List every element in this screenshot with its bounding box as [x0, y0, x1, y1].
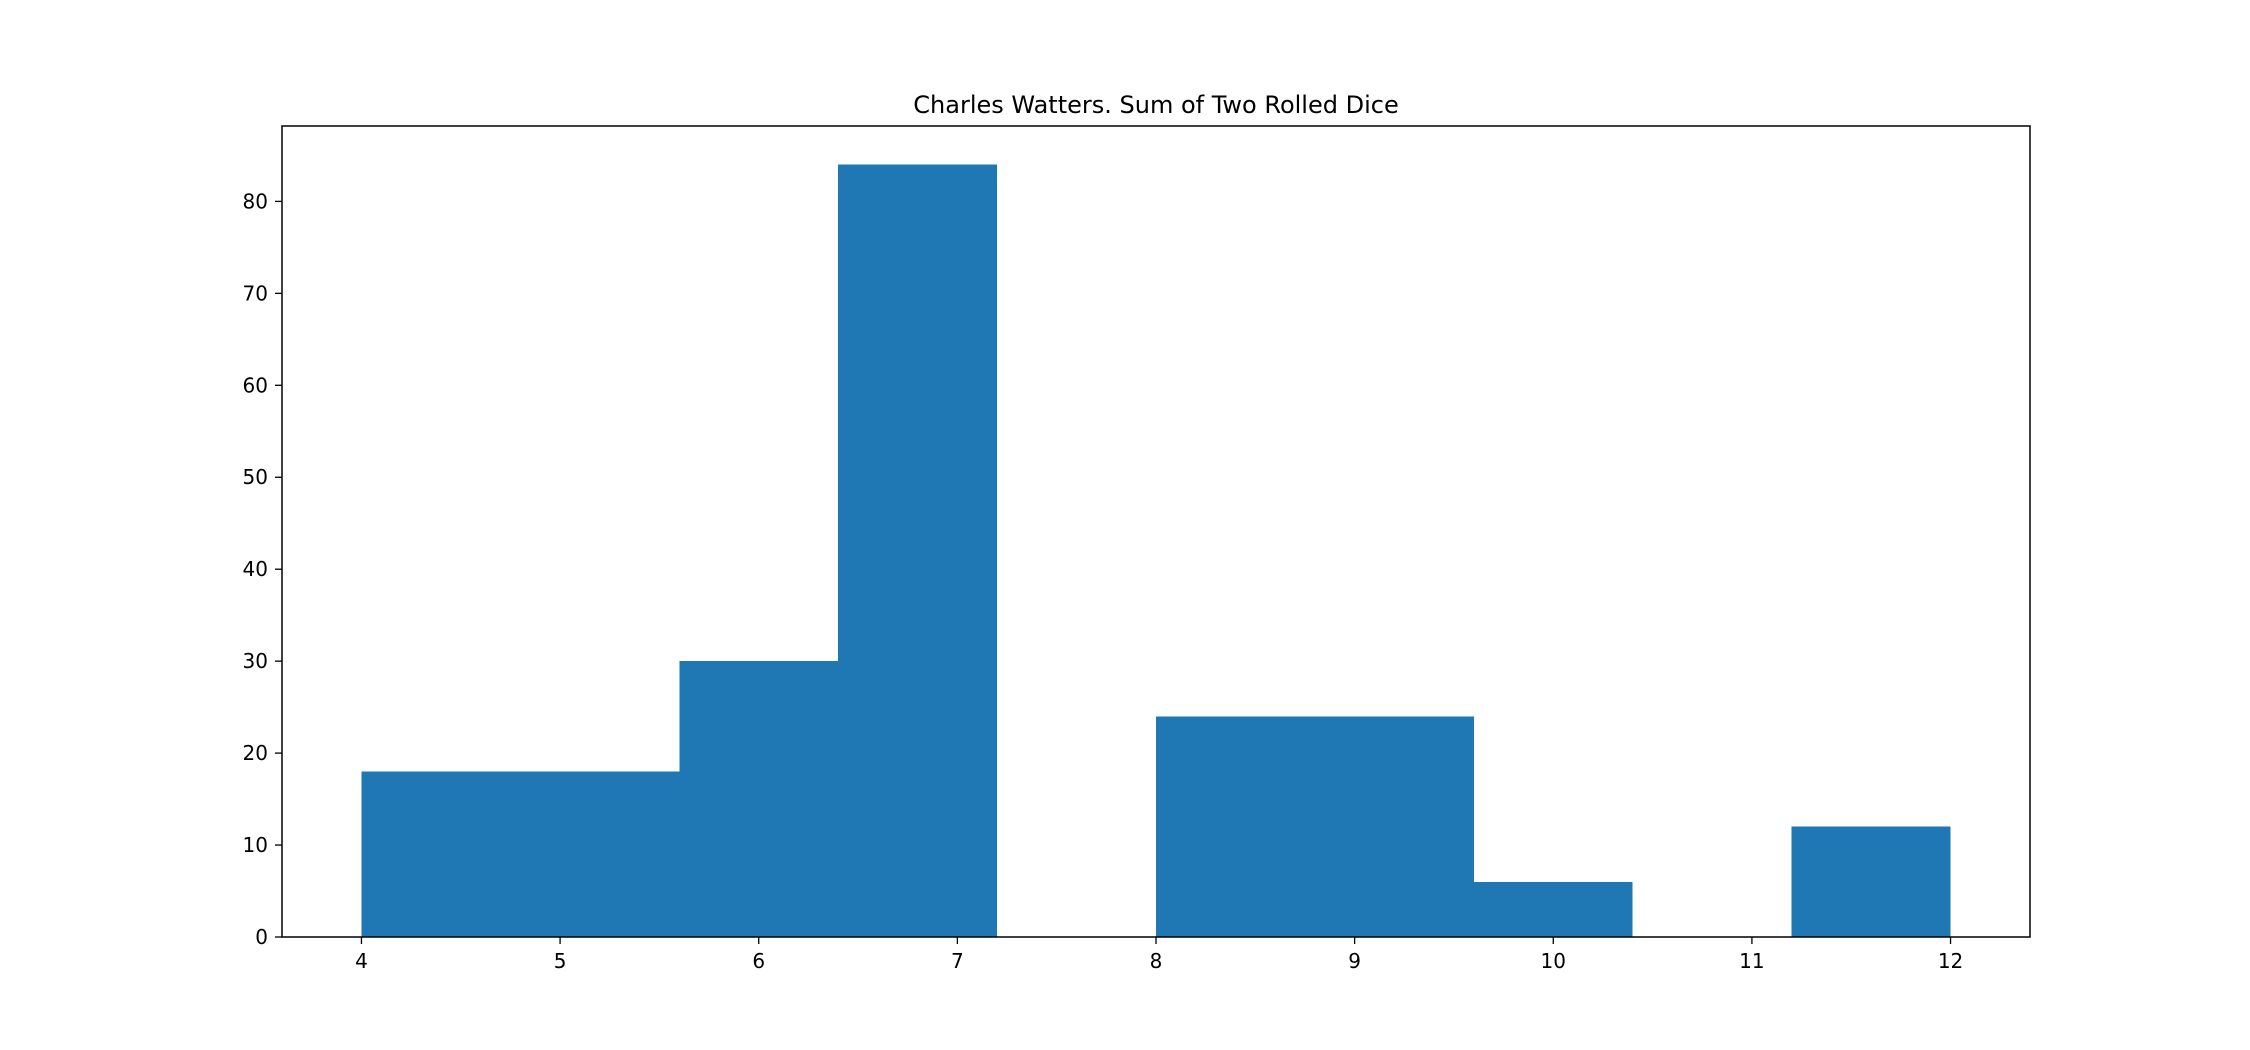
y-tick-label: 0: [255, 925, 268, 949]
histogram-bar-7: [1473, 881, 1633, 937]
y-tick-label: 10: [243, 833, 268, 857]
histogram-bar-1: [520, 771, 680, 937]
histogram-bar-2: [679, 661, 839, 937]
y-tick-label: 60: [243, 373, 268, 397]
histogram-bars: [361, 164, 1951, 938]
histogram-bar-0: [361, 771, 521, 937]
y-tick-label: 30: [243, 649, 268, 673]
y-tick-label: 50: [243, 465, 268, 489]
x-tick-label: 7: [951, 949, 964, 973]
y-tick-label: 70: [243, 281, 268, 305]
y-tick-label: 40: [243, 557, 268, 581]
histogram-bar-6: [1314, 716, 1474, 937]
x-tick-label: 4: [355, 949, 368, 973]
x-tick-label: 12: [1938, 949, 1963, 973]
histogram-bar-5: [1156, 716, 1315, 937]
x-tick-label: 10: [1541, 949, 1566, 973]
y-tick-label: 80: [243, 189, 268, 213]
x-axis: 4 5 6 7 8 9 10 11 12: [355, 937, 1963, 973]
x-tick-label: 8: [1150, 949, 1163, 973]
x-tick-label: 6: [752, 949, 765, 973]
y-tick-label: 20: [243, 741, 268, 765]
histogram-bar-3: [838, 164, 998, 938]
chart-title: Charles Watters. Sum of Two Rolled Dice: [913, 91, 1398, 119]
histogram-bar-9: [1791, 826, 1951, 937]
y-axis: 0 10 20 30 40 50 60 70 80: [243, 189, 282, 949]
plot-frame: [281, 125, 2031, 938]
x-tick-label: 5: [554, 949, 567, 973]
x-tick-label: 11: [1739, 949, 1764, 973]
x-tick-label: 9: [1348, 949, 1361, 973]
